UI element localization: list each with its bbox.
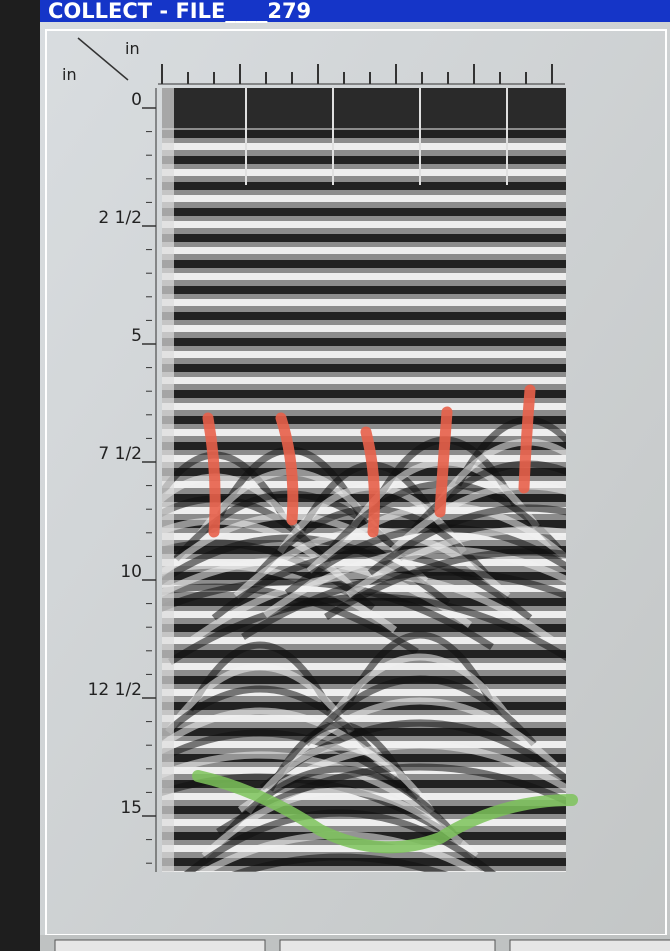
- depth-label: 5: [131, 326, 142, 346]
- hyperbola: [165, 663, 355, 735]
- button[interactable]: [54, 939, 266, 951]
- title-text: COLLECT - FILE____279: [48, 0, 311, 23]
- hyperbola: [211, 549, 533, 621]
- depth-label: 0: [131, 90, 142, 110]
- hyperbola: [325, 653, 515, 725]
- depth-label: 7 1/2: [98, 444, 142, 464]
- hyperbola: [168, 593, 566, 665]
- rebar-marks: [202, 384, 536, 538]
- corner-left-unit: in: [62, 65, 77, 84]
- hyperbola: [241, 568, 566, 640]
- hyperbola: [345, 526, 566, 598]
- hyperbola: [262, 546, 566, 618]
- surface-band: [162, 88, 566, 128]
- hyperbola: [186, 641, 334, 712]
- hyperbola: [162, 707, 399, 779]
- hyperbola: [162, 578, 494, 650]
- rebar-mark: [434, 406, 453, 518]
- rebar-mark: [202, 412, 221, 538]
- rebar-mark: [275, 412, 299, 526]
- hyperbola: [201, 787, 479, 859]
- hyperbola: [162, 556, 473, 628]
- marker-lines: [245, 88, 508, 185]
- hyperbola: [162, 773, 464, 845]
- hyperbola: [231, 853, 449, 872]
- depth-label: 2 1/2: [98, 208, 142, 228]
- rebar-mark: [360, 426, 380, 538]
- ruler-ticks: [142, 64, 553, 864]
- hyperbola: [223, 765, 457, 837]
- title-bar: [40, 0, 670, 22]
- hyperbola: [324, 548, 566, 620]
- hyperbola: [367, 504, 566, 576]
- depth-label: 15: [120, 798, 142, 818]
- hyperbola: [266, 721, 414, 792]
- hyperbola: [346, 631, 494, 702]
- start-edge: [162, 88, 174, 872]
- hyperbola: [183, 809, 497, 872]
- depth-label: 12 1/2: [88, 680, 142, 700]
- button[interactable]: [509, 939, 670, 951]
- hyperbola: [245, 743, 435, 815]
- corner-top-unit: in: [125, 39, 140, 58]
- button[interactable]: [279, 939, 496, 951]
- hyperbola: [162, 583, 419, 655]
- bottom-trace: [192, 770, 578, 854]
- hyperbola: [281, 697, 559, 769]
- hyperbola: [303, 675, 537, 747]
- corner-divider: [77, 37, 129, 81]
- hyperbola: [162, 751, 443, 823]
- rebar-mark: [518, 384, 536, 494]
- depth-label: 10: [120, 562, 142, 582]
